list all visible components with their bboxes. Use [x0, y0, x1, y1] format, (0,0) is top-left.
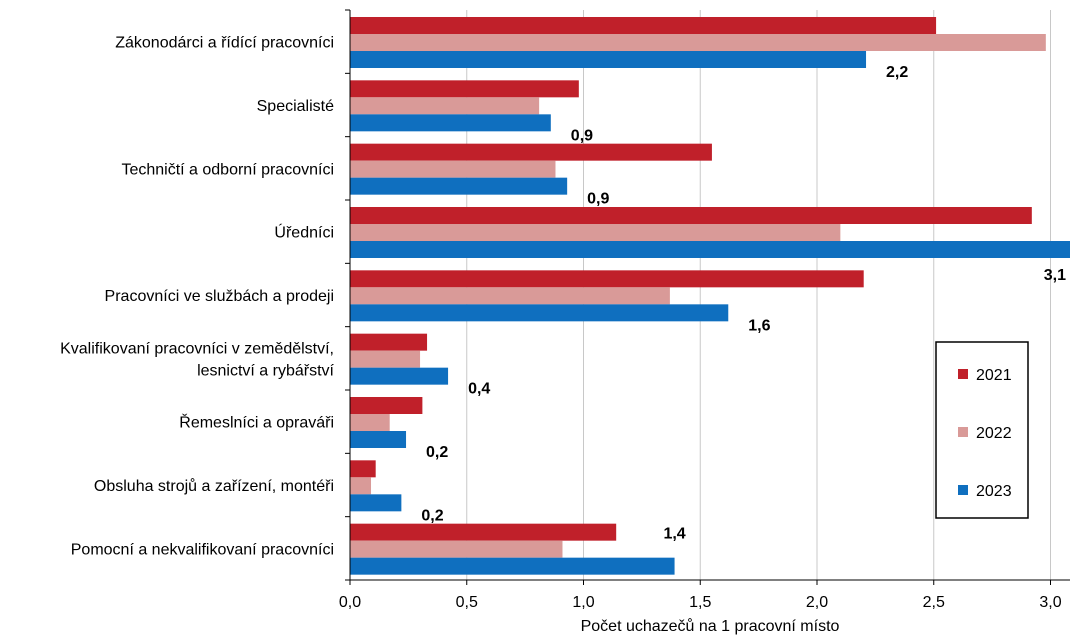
bar-2021 — [350, 17, 937, 34]
category-label: Pracovníci ve službách a prodeji — [105, 288, 334, 305]
bar-2021 — [350, 143, 712, 161]
legend-swatch — [958, 369, 968, 379]
legend: 2021 2022 2023 — [935, 341, 1029, 519]
bar-2021 — [350, 397, 423, 414]
category-label: Kvalifikovaní pracovníci v zemědělství, — [60, 340, 334, 357]
legend-label: 2021 — [976, 367, 1012, 384]
data-label: 1,6 — [748, 317, 770, 334]
bar-2021 — [350, 270, 864, 288]
bar-2022 — [350, 34, 1046, 51]
bar-2022 — [350, 477, 372, 495]
data-labels: 2,2 0,9 0,9 3,1 1,6 0,4 0,2 0,2 1,4 — [421, 64, 1066, 543]
bar-2021 — [350, 333, 428, 351]
data-label: 2,2 — [886, 64, 908, 81]
bar-2023 — [350, 304, 729, 322]
x-axis-title: Počet uchazečů na 1 pracovní místo — [581, 617, 840, 635]
data-label: 0,9 — [587, 191, 609, 208]
bar-2023 — [350, 177, 568, 195]
category-label: Pomocní a nekvalifikovaní pracovníci — [71, 541, 334, 558]
category-label: Obsluha strojů a zařízení, montéři — [94, 477, 334, 495]
data-label: 0,2 — [421, 507, 443, 524]
bar-2022 — [350, 350, 421, 368]
category-label: Specialisté — [257, 98, 334, 115]
bar-2022 — [350, 224, 841, 241]
bar-2022 — [350, 414, 390, 431]
data-label: 0,9 — [571, 127, 593, 144]
category-label: Zákonodárci a řídící pracovníci — [115, 35, 334, 52]
legend-swatch — [958, 485, 968, 495]
axes — [345, 9, 1070, 585]
x-tick-label: 1,0 — [572, 594, 594, 611]
bar-2021 — [350, 523, 617, 541]
data-label: 1,4 — [663, 526, 685, 543]
bars — [350, 17, 1070, 575]
legend-label: 2022 — [976, 425, 1012, 442]
category-label: Úředníci — [274, 223, 334, 242]
category-labels: Zákonodárci a řídící pracovníci Specialis… — [60, 35, 334, 559]
x-tick-label: 2,5 — [923, 594, 945, 611]
bar-2023 — [350, 557, 675, 575]
bar-2023 — [350, 241, 1070, 258]
data-label: 0,4 — [468, 381, 490, 398]
bar-2022 — [350, 160, 556, 178]
bar-2023 — [350, 51, 867, 68]
x-tick-label: 3,0 — [1039, 594, 1061, 611]
bar-2022 — [350, 540, 563, 558]
x-tick-labels: 0,0 0,5 1,0 1,5 2,0 2,5 3,0 — [339, 594, 1062, 611]
bar-2021 — [350, 460, 376, 478]
bar-2021 — [350, 80, 579, 98]
bar-2023 — [350, 494, 402, 512]
x-tick-label: 0,5 — [456, 594, 478, 611]
category-label: Řemeslníci a opraváři — [179, 413, 334, 432]
bar-2022 — [350, 287, 670, 305]
x-tick-label: 2,0 — [806, 594, 828, 611]
bar-2023 — [350, 114, 551, 132]
legend-label: 2023 — [976, 483, 1012, 500]
data-label: 0,2 — [426, 444, 448, 461]
bar-2021 — [350, 207, 1032, 224]
x-tick-label: 1,5 — [689, 594, 711, 611]
bar-2022 — [350, 97, 540, 115]
legend-swatch — [958, 427, 968, 437]
gridlines — [466, 10, 1051, 580]
x-tick-label: 0,0 — [339, 594, 361, 611]
category-label: lesnictví a rybářství — [197, 362, 334, 379]
data-label: 3,1 — [1044, 267, 1066, 284]
bar-2023 — [350, 367, 449, 385]
category-label: Techničtí a odborní pracovníci — [121, 161, 334, 178]
legend-box — [935, 341, 1029, 519]
bar-2023 — [350, 431, 407, 448]
